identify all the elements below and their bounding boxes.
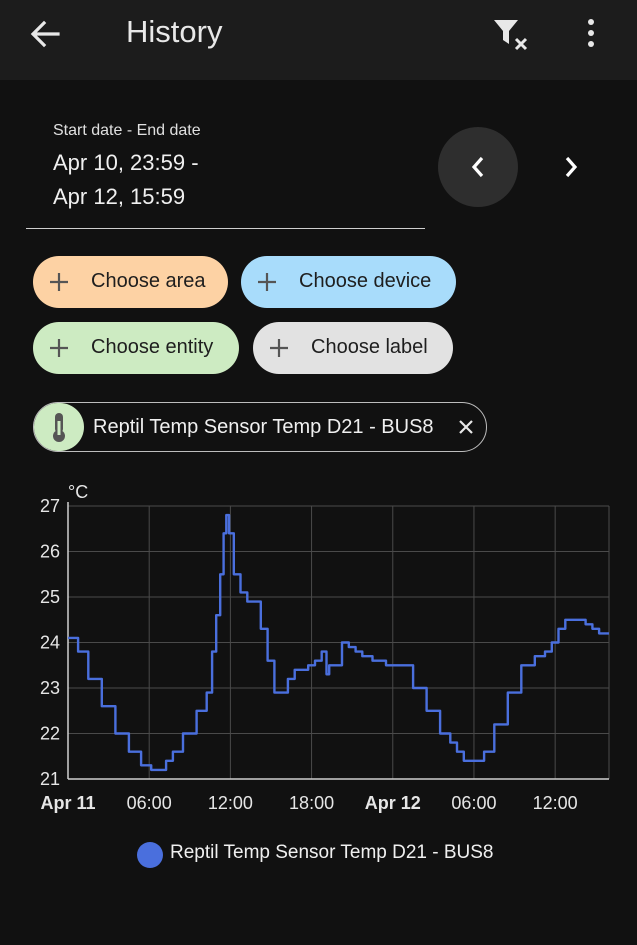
plus-icon	[258, 273, 276, 291]
choose-area-label: Choose area	[91, 270, 206, 292]
choose-label-button[interactable]: Choose label	[253, 322, 453, 374]
choose-area-button[interactable]: Choose area	[33, 256, 228, 308]
history-chart-svg: 21 22 23 24 25 26 27 Apr 11 06:00 12:00 18:00 Apr 1…	[40, 482, 610, 813]
chevron-left-icon	[471, 156, 484, 178]
y-axis-unit: °C	[68, 482, 88, 502]
x-tick-label: 18:00	[289, 793, 334, 813]
y-tick-label: 22	[40, 724, 60, 744]
entity-avatar	[34, 403, 84, 451]
plus-icon	[50, 339, 68, 357]
x-tick-label: 12:00	[208, 793, 253, 813]
y-tick-label: 26	[40, 542, 60, 562]
more-options-button[interactable]	[572, 12, 612, 56]
close-icon	[459, 420, 473, 434]
plus-icon	[270, 339, 288, 357]
history-chart: 21 22 23 24 25 26 27 Apr 11 06:00 12:00 18:00 Apr 1…	[0, 470, 637, 880]
choose-device-button[interactable]: Choose device	[241, 256, 456, 308]
filter-remove-icon	[494, 20, 528, 51]
arrow-left-icon	[30, 20, 60, 48]
app-bar: History	[0, 0, 637, 80]
date-range-label: Start date - End date	[53, 122, 201, 139]
x-tick-label: 06:00	[127, 793, 172, 813]
choose-label-label: Choose label	[311, 336, 428, 358]
x-tick-label: Apr 12	[365, 793, 421, 813]
choose-entity-button[interactable]: Choose entity	[33, 322, 239, 374]
x-tick-label: Apr 11	[40, 793, 95, 813]
y-tick-label: 23	[40, 678, 60, 698]
y-tick-label: 24	[40, 633, 60, 653]
start-date-value: Apr 10, 23:59 -	[53, 150, 199, 175]
end-date-value: Apr 12, 15:59	[53, 184, 186, 209]
back-button[interactable]	[22, 16, 70, 52]
x-tick-label: 12:00	[533, 793, 578, 813]
legend-label: Reptil Temp Sensor Temp D21 - BUS8	[170, 842, 494, 863]
remove-entity-button[interactable]	[454, 415, 478, 439]
y-tick-label: 25	[40, 587, 60, 607]
clear-filters-button[interactable]	[486, 12, 534, 56]
selected-entity-chip: Reptil Temp Sensor Temp D21 - BUS8	[33, 402, 487, 452]
chevron-right-icon	[565, 156, 578, 178]
next-period-button[interactable]	[531, 127, 611, 207]
legend-color-swatch	[137, 842, 163, 868]
choose-entity-label: Choose entity	[91, 336, 214, 358]
thermometer-icon	[53, 413, 65, 442]
series-line-0[interactable]	[68, 513, 609, 772]
dots-vertical-icon	[588, 19, 594, 47]
plus-icon	[50, 273, 68, 291]
date-range-picker[interactable]: Start date - End date Apr 10, 23:59 - Ap…	[26, 110, 425, 229]
previous-period-button[interactable]	[438, 127, 518, 207]
y-tick-label: 27	[40, 496, 60, 516]
y-tick-label: 21	[40, 769, 60, 789]
page-title: History	[126, 14, 223, 49]
choose-device-label: Choose device	[299, 270, 432, 292]
x-tick-label: 06:00	[451, 793, 496, 813]
selected-entity-name: Reptil Temp Sensor Temp D21 - BUS8	[93, 416, 434, 438]
